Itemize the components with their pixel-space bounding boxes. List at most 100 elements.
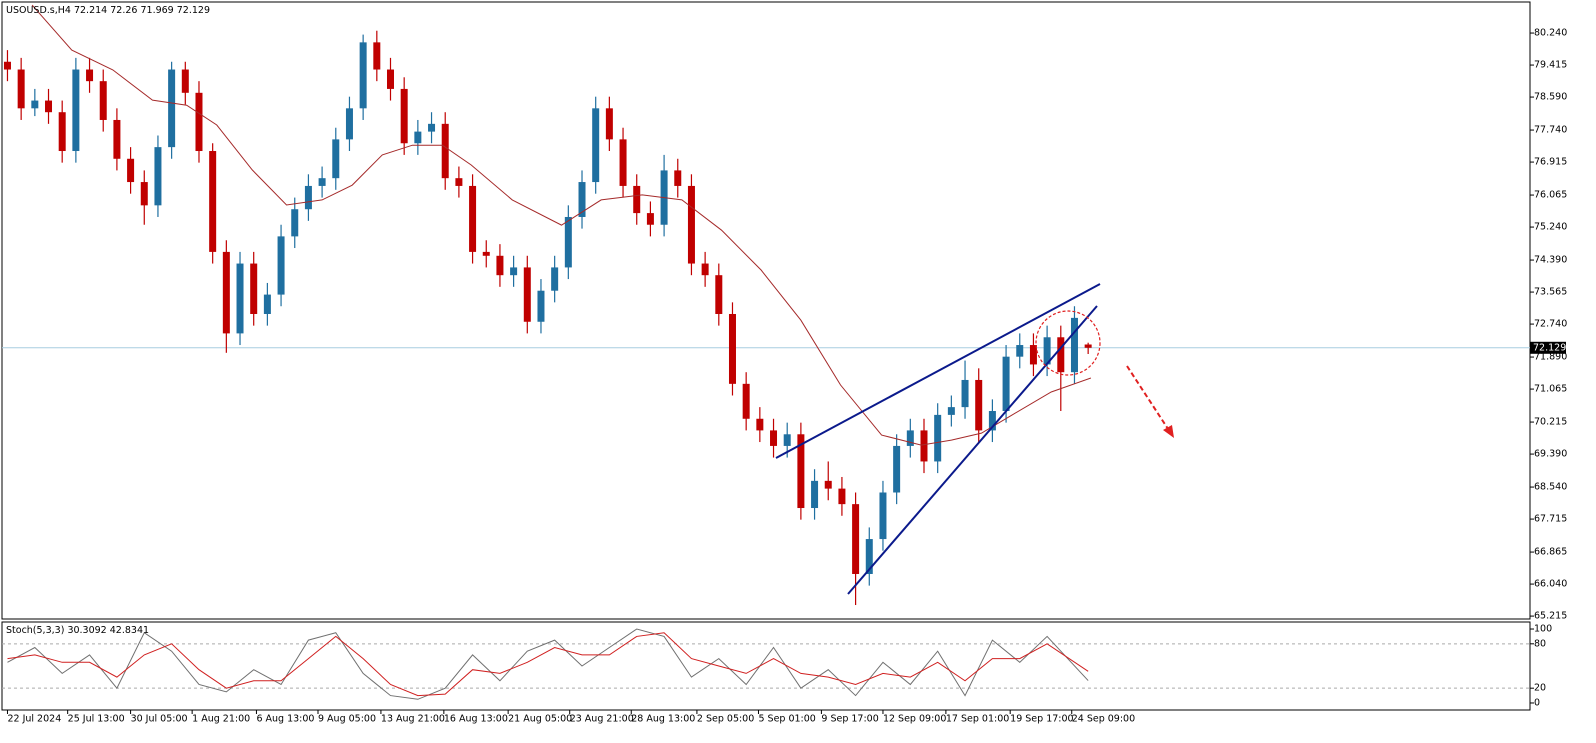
y-tick-label: 80.240: [1534, 28, 1567, 39]
candle-body: [975, 379, 983, 431]
last-price-label: 72.129: [1533, 342, 1566, 353]
candle-body: [209, 151, 217, 252]
candle-body: [633, 185, 641, 214]
x-tick-label: 22 Jul 2024: [7, 714, 61, 725]
candle-body: [1084, 344, 1092, 348]
candle-body: [72, 69, 80, 152]
candle-body: [441, 123, 449, 179]
y-tick-label: 69.390: [1534, 449, 1567, 460]
stoch-main: [7, 628, 1089, 700]
candle-body: [947, 407, 955, 415]
y-tick-label: 75.240: [1534, 222, 1567, 233]
candle-body: [99, 81, 107, 120]
candle-body: [865, 539, 873, 574]
x-tick-label: 28 Aug 13:00: [631, 714, 695, 725]
x-tick-label: 2 Sep 05:00: [697, 714, 754, 725]
y-tick-label: 68.540: [1534, 482, 1567, 493]
x-tick-label: 13 Aug 21:00: [381, 714, 445, 725]
candle-body: [428, 123, 436, 132]
candle-body: [304, 185, 312, 210]
candle-body: [318, 178, 326, 186]
candle-body: [646, 213, 654, 225]
candle-body: [469, 185, 477, 252]
candle-body: [236, 263, 244, 334]
candle-body: [797, 434, 805, 509]
y-tick-label: 76.915: [1534, 157, 1567, 168]
candle-body: [31, 100, 39, 109]
candle-body: [961, 379, 969, 408]
candle-body: [195, 92, 203, 152]
candle-body: [482, 251, 490, 256]
candle-body: [523, 267, 531, 322]
stoch-signal: [7, 632, 1089, 697]
x-tick-label: 6 Aug 13:00: [256, 714, 314, 725]
candle-body: [113, 119, 121, 159]
candle-body: [3, 61, 11, 70]
candle-body: [578, 182, 586, 217]
marks: 80.240 79.415 78.590 77.740 76.915 76.065 75.2…: [2, 4, 1567, 725]
candle-body: [824, 480, 832, 489]
candle-body: [17, 69, 25, 109]
stoch-tick-label: 100: [1534, 624, 1552, 635]
candle-body: [373, 42, 381, 70]
candle-body: [496, 255, 504, 276]
y-tick-label: 65.215: [1534, 611, 1567, 622]
candle-body: [770, 430, 778, 446]
candle-body: [1057, 337, 1065, 373]
stoch-header: Stoch(5,3,3) 30.3092 42.8341: [6, 625, 149, 636]
stoch-signal-last: 42.8341: [110, 625, 149, 636]
y-tick-label: 67.715: [1534, 514, 1567, 525]
candle-body: [783, 434, 791, 446]
candle-body: [893, 445, 901, 493]
x-tick-label: 25 Jul 13:00: [68, 714, 125, 725]
candle-body: [414, 131, 422, 144]
candle-body: [1002, 356, 1010, 412]
candle-body: [154, 147, 162, 206]
candle-body: [510, 267, 518, 276]
stoch-main-last: 30.3092: [67, 625, 106, 636]
header: USOUSD.s,H4 72.214 72.26 71.969 72.129: [6, 5, 210, 16]
candle-body: [127, 158, 135, 183]
header-high: 72.26: [110, 5, 137, 16]
candle-body: [934, 414, 942, 462]
y-tick-label: 71.890: [1534, 352, 1567, 363]
main-panel: [1, 1, 1531, 620]
trend-line-lower: [847, 305, 1098, 595]
stoch-panel: [1, 621, 1531, 711]
symbol: USOUSD.s,H4: [6, 5, 71, 16]
x-tick-label: 9 Sep 17:00: [821, 714, 878, 725]
stoch-tick-label: 80: [1534, 638, 1546, 649]
stoch-tick-label: 20: [1534, 683, 1546, 694]
candle-body: [86, 69, 94, 82]
moving-average: [31, 4, 1092, 446]
y-tick-label: 77.740: [1534, 125, 1567, 136]
candle-body: [906, 430, 914, 446]
candle-body: [332, 139, 340, 179]
x-tick-label: 17 Sep 01:00: [946, 714, 1009, 725]
y-tick-label: 66.865: [1534, 547, 1567, 558]
candle-body: [879, 492, 887, 540]
candle-body: [386, 69, 394, 89]
down-arrow: [1126, 365, 1171, 433]
last-price-box: [1530, 341, 1566, 354]
x-tick-label: 1 Aug 21:00: [192, 714, 250, 725]
down-arrow-head: [1163, 425, 1174, 438]
x-tick-label: 23 Aug 21:00: [570, 714, 634, 725]
candle-body: [277, 236, 285, 295]
candle-body: [852, 504, 860, 574]
candle-body: [291, 209, 299, 237]
candle-body: [742, 383, 750, 419]
header-low: 71.969: [140, 5, 173, 16]
header-close: 72.129: [177, 5, 210, 16]
candle-body: [45, 100, 53, 113]
candle-body: [756, 418, 764, 431]
highlight-circle: [1035, 310, 1101, 376]
candle-body: [359, 42, 367, 109]
candle-body: [1043, 337, 1051, 365]
x-tick-label: 19 Sep 17:00: [1010, 714, 1073, 725]
y-tick-label: 70.215: [1534, 417, 1567, 428]
x-tick-label: 9 Aug 05:00: [318, 714, 376, 725]
y-tick-label: 76.065: [1534, 190, 1567, 201]
stoch-name: Stoch(5,3,3): [6, 625, 64, 636]
